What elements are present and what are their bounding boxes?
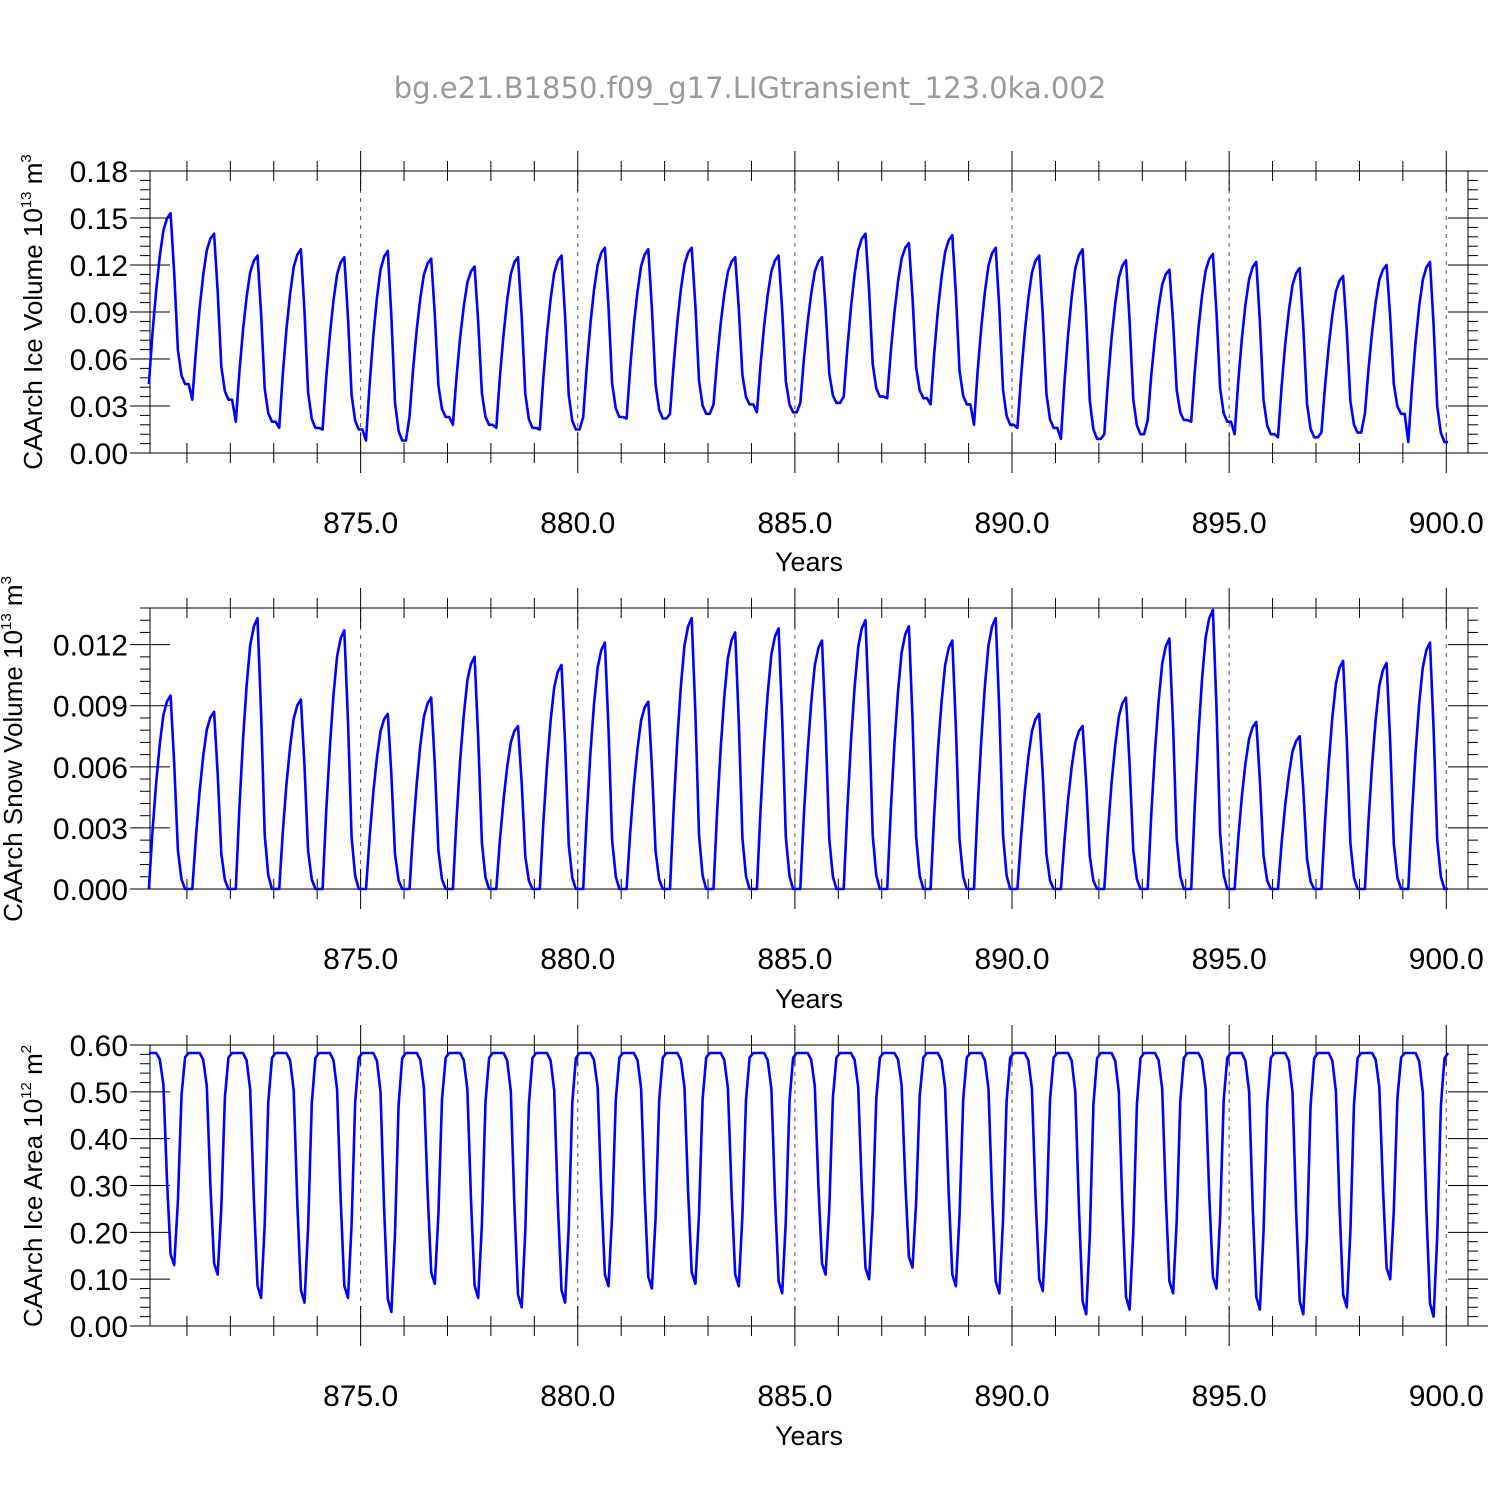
y-tick-label-3: 0.09	[70, 297, 128, 330]
plot-frame	[149, 607, 1469, 890]
y-tick-label-2: 0.006	[53, 752, 128, 785]
y-tick-labels: 0.000 0.003 0.006 0.009 0.012	[53, 630, 128, 907]
panel-ice-volume: 0.000.030.060.090.120.150.18 875.0 880.0 8…	[18, 151, 1488, 577]
y-tick-label-4: 0.12	[70, 250, 128, 283]
series-line	[147, 212, 1449, 444]
x-tick-label-4: 895.0	[1192, 1380, 1267, 1413]
x-axis-label: Years	[775, 547, 843, 577]
series-line	[147, 608, 1449, 891]
y-tick-label-1: 0.003	[53, 813, 128, 846]
x-tick-labels: 875.0 880.0 885.0 890.0 895.0 900.0	[323, 943, 1484, 976]
x-axis-label: Years	[775, 1421, 843, 1451]
y-tick-label-5: 0.50	[70, 1077, 128, 1110]
y-tick-label-2: 0.20	[70, 1217, 128, 1250]
y-axis-label: CAArch Snow Volume 1013 m3	[0, 576, 28, 922]
y-tick-label-3: 0.009	[53, 691, 128, 724]
grid-lines	[360, 1045, 1447, 1326]
y-tick-label-5: 0.15	[70, 203, 128, 236]
x-tick-label-5: 900.0	[1409, 507, 1484, 540]
y-tick-label-6: 0.18	[70, 156, 128, 189]
y-tick-label-1: 0.03	[70, 391, 128, 424]
y-tick-label-2: 0.06	[70, 344, 128, 377]
grid-lines	[360, 171, 1447, 453]
x-tick-label-1: 880.0	[540, 507, 615, 540]
panel-ice-area: 0.000.100.200.300.400.500.60 875.0 880.0 8…	[18, 1025, 1488, 1451]
x-tick-labels: 875.0 880.0 885.0 890.0 895.0 900.0	[323, 1380, 1484, 1413]
y-tick-label-1: 0.10	[70, 1264, 128, 1297]
y-tick-labels: 0.00 0.03 0.06 0.09 0.12 0.15 0.18	[70, 156, 128, 471]
x-tick-label-0: 875.0	[323, 943, 398, 976]
x-tick-label-2: 885.0	[757, 943, 832, 976]
x-tick-label-1: 880.0	[540, 943, 615, 976]
y-tick-label-6: 0.60	[70, 1030, 128, 1063]
y-tick-label-0: 0.00	[70, 438, 128, 471]
y-tick-label-4: 0.40	[70, 1124, 128, 1157]
y-tick-label-0: 0.000	[53, 874, 128, 907]
x-tick-label-2: 885.0	[757, 507, 832, 540]
tick-marks	[130, 1025, 1488, 1346]
y-tick-label-3: 0.30	[70, 1171, 128, 1204]
panel-snow-volume: 0.000 0.003 0.006 0.009 0.012 875.0 880.0 885.…	[0, 576, 1488, 1014]
x-tick-label-1: 880.0	[540, 1380, 615, 1413]
x-tick-label-0: 875.0	[323, 507, 398, 540]
y-axis-label: CAArch Ice Area 1012 m2	[18, 1045, 48, 1327]
y-axis-label: CAArch Ice Volume 1013 m3	[18, 154, 48, 470]
x-tick-label-2: 885.0	[757, 1380, 832, 1413]
x-tick-label-3: 890.0	[974, 507, 1049, 540]
y-tick-label-4: 0.012	[53, 630, 128, 663]
figure-title: bg.e21.B1850.f09_g17.LIGtransient_123.0k…	[394, 71, 1107, 105]
x-tick-label-0: 875.0	[323, 1380, 398, 1413]
x-tick-label-3: 890.0	[974, 1380, 1049, 1413]
x-tick-label-3: 890.0	[974, 943, 1049, 976]
tick-marks	[130, 151, 1488, 473]
y-tick-label-0: 0.00	[70, 1311, 128, 1344]
x-tick-label-5: 900.0	[1409, 943, 1484, 976]
y-tick-labels: 0.00 0.10 0.20 0.30 0.40 0.50 0.60	[70, 1030, 128, 1344]
x-tick-label-5: 900.0	[1409, 1380, 1484, 1413]
grid-lines	[360, 608, 1447, 889]
x-tick-label-4: 895.0	[1192, 507, 1267, 540]
x-tick-labels: 875.0 880.0 885.0 890.0 895.0 900.0	[323, 507, 1484, 540]
series-line	[148, 1051, 1450, 1318]
x-axis-label: Years	[775, 984, 843, 1014]
x-tick-label-4: 895.0	[1192, 943, 1267, 976]
